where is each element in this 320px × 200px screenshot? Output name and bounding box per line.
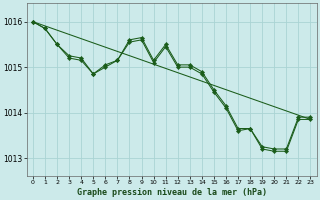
X-axis label: Graphe pression niveau de la mer (hPa): Graphe pression niveau de la mer (hPa) <box>77 188 267 197</box>
